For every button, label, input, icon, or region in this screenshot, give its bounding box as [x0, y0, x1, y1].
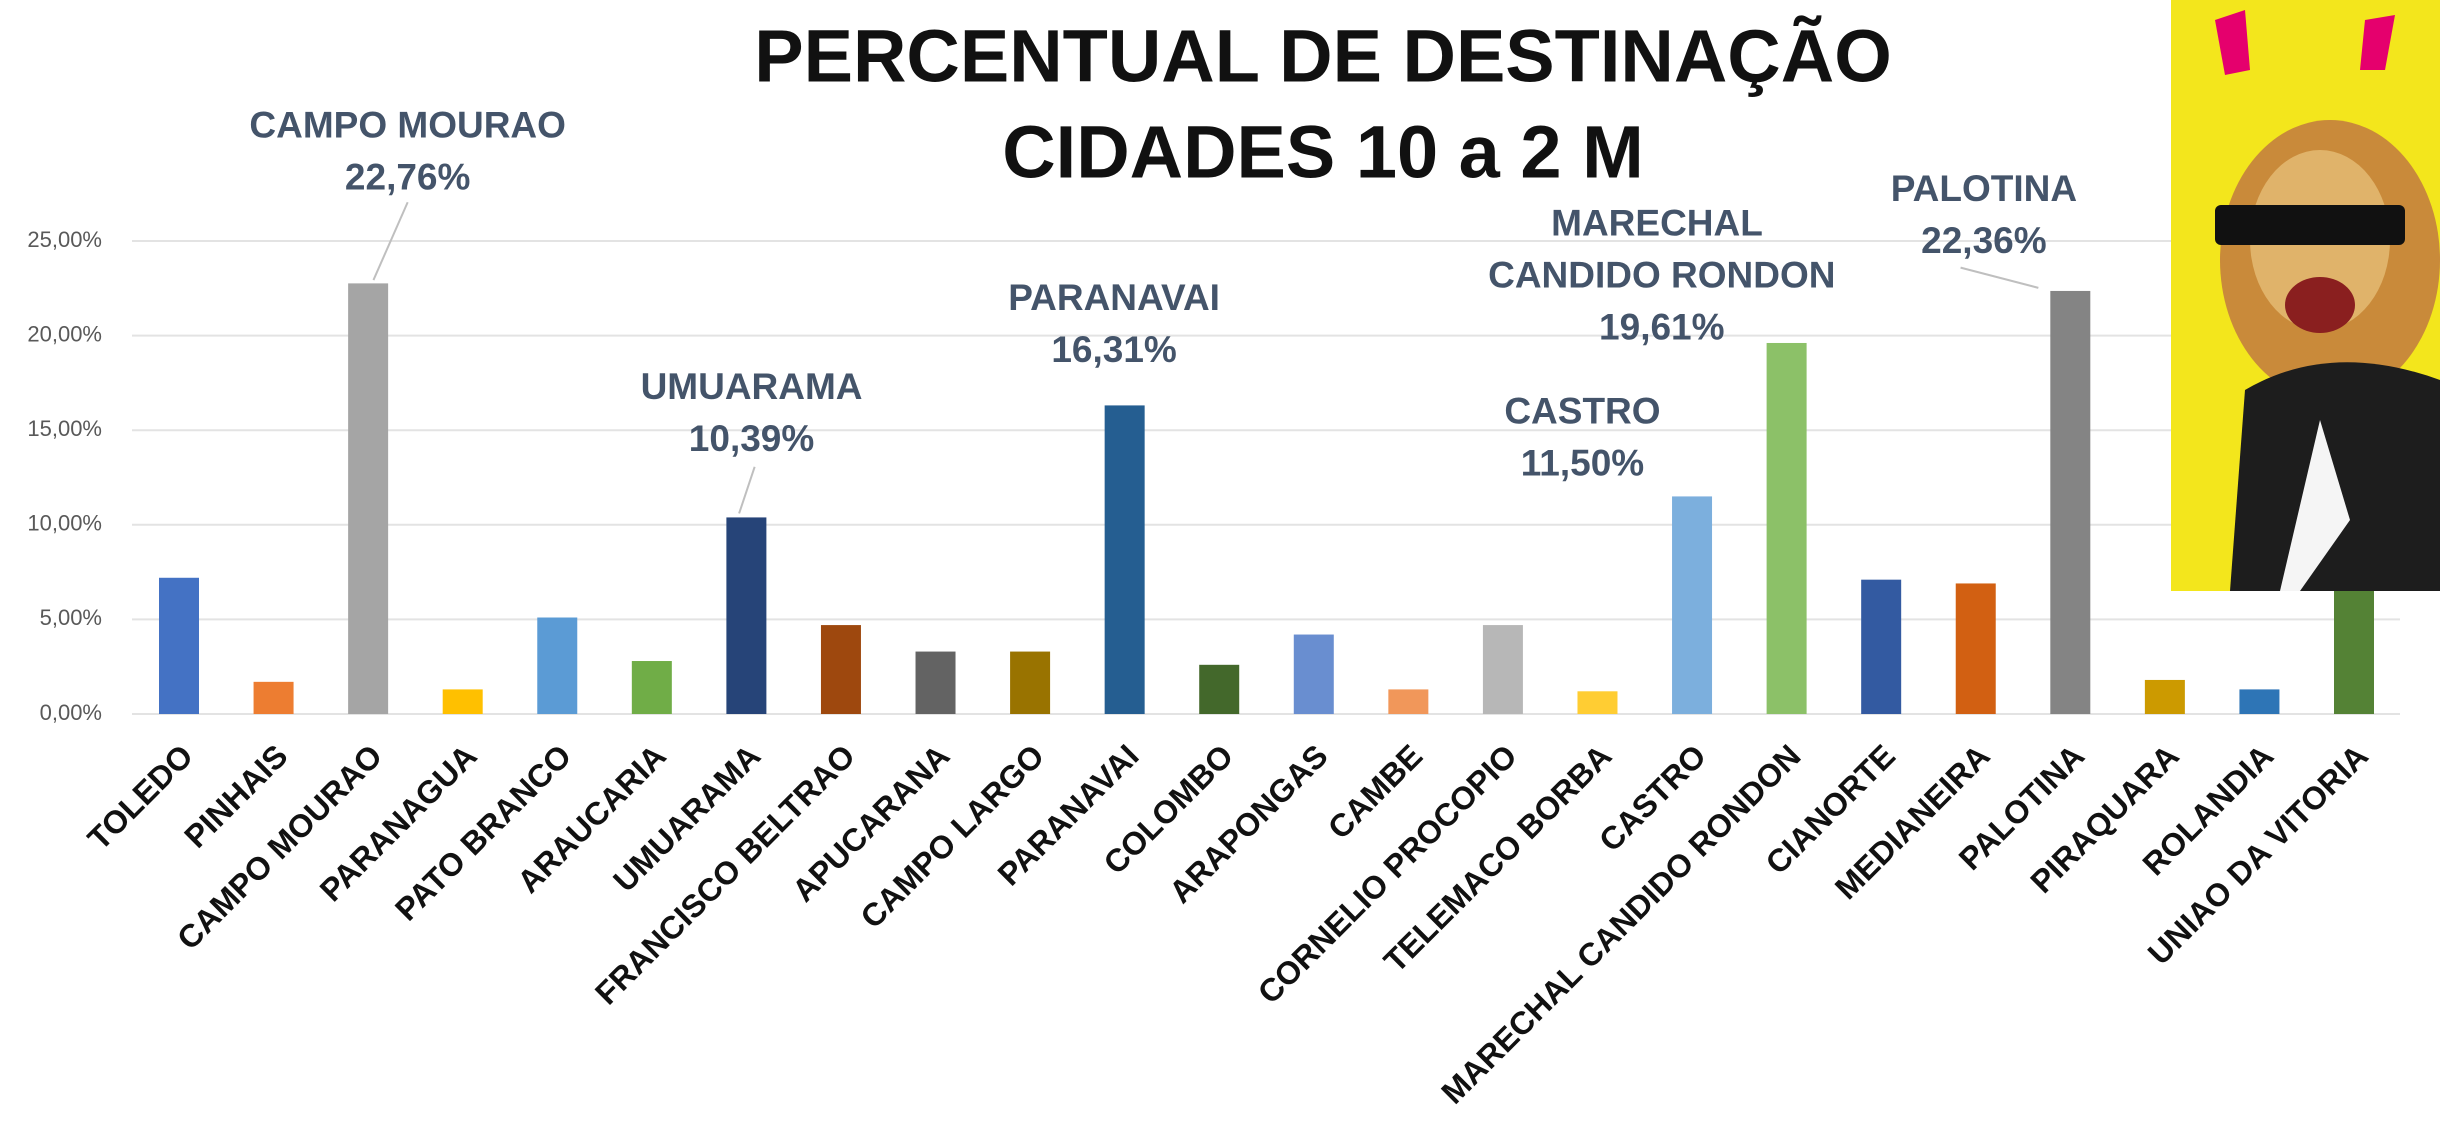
bar	[2239, 689, 2280, 714]
bar	[1199, 664, 1240, 714]
bar	[253, 681, 294, 714]
bar	[726, 517, 767, 714]
leader-line	[372, 201, 409, 281]
y-tick-label: 15,00%	[27, 416, 102, 441]
data-label: 16,31%	[1051, 329, 1177, 370]
bar	[537, 617, 578, 714]
bar	[1766, 342, 1807, 714]
data-label: 10,39%	[689, 418, 815, 459]
annotation-name: CASTRO	[1504, 391, 1660, 432]
y-tick-label: 5,00%	[40, 605, 102, 630]
bar	[631, 661, 672, 714]
bar	[820, 625, 861, 714]
annotation-name: UMUARAMA	[641, 366, 863, 407]
bar	[159, 577, 199, 714]
annotation-name: PARANAVAI	[1008, 277, 1220, 318]
bar	[1577, 691, 1618, 714]
bar	[1482, 625, 1523, 714]
chart-title: PERCENTUAL DE DESTINAÇÃO	[754, 15, 1892, 98]
leader-line	[738, 466, 756, 514]
bar	[915, 651, 956, 714]
y-tick-label: 10,00%	[27, 511, 102, 536]
bar	[2334, 572, 2374, 714]
data-label: 11,50%	[1521, 443, 1644, 484]
bar	[348, 283, 389, 714]
bar	[1672, 496, 1713, 714]
annotation-name: PALOTINA	[1891, 168, 2077, 209]
bar	[2144, 679, 2185, 714]
leader-line	[1960, 266, 2039, 289]
annotation-name: MARECHAL CANDIDO RONDON	[1488, 202, 1835, 295]
y-tick-label: 0,00%	[40, 700, 102, 725]
bar	[1104, 405, 1145, 714]
bar	[442, 689, 483, 714]
data-label: 19,61%	[1599, 306, 1725, 347]
chart-subtitle: CIDADES 10 a 2 M	[1002, 111, 1644, 194]
annotation-name: CAMPO MOURAO	[249, 104, 566, 145]
data-label: 22,76%	[345, 156, 471, 197]
bar	[1293, 634, 1334, 714]
bar	[1955, 583, 1996, 714]
bar	[2050, 290, 2091, 714]
data-label: 22,36%	[1921, 220, 2047, 261]
photo	[2171, 0, 2440, 591]
bar	[1010, 651, 1051, 714]
bar	[1861, 579, 1902, 714]
bar	[1388, 689, 1429, 714]
y-tick-label: 20,00%	[27, 321, 102, 346]
y-tick-label: 25,00%	[27, 227, 102, 252]
